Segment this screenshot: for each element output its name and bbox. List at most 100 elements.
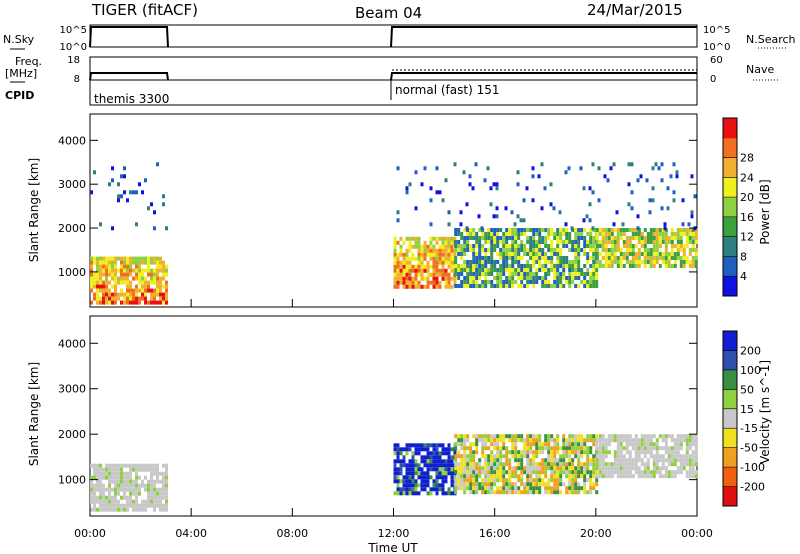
power-echo-cell [138,268,141,273]
vel-echo-cell [514,490,518,495]
vel-echo-cell [402,447,406,452]
power-echo-cell [129,260,132,265]
vel-echo-cell [508,474,512,479]
vel-echo-cell [520,490,524,495]
power-echo-cell [598,228,602,232]
vel-echo-cell [475,446,479,451]
vel-echo-cell [405,467,409,472]
vel-echo-cell [426,475,430,480]
power-echo-cell [565,260,569,264]
vel-echo-cell [481,450,485,455]
power-echo-region [454,228,599,288]
power-echo-cell [529,268,533,272]
vel-echo-cell [435,467,439,472]
power-echo-cell [631,260,635,264]
power-echo-cell [508,228,512,232]
power-echo-cell [405,186,409,191]
power-echo-cell [562,268,566,272]
vel-echo-cell [565,438,569,443]
vel-echo-cell [577,458,581,463]
vel-echo-cell [661,434,665,439]
power-echo-cell [526,240,530,244]
vel-echo-cell [514,474,518,479]
power-echo-cell [649,264,653,268]
vel-echo-cell [517,450,521,455]
power-echo-cell [147,284,150,289]
power-echo-cell [441,272,445,277]
vel-echo-cell [691,434,695,439]
vel-echo-cell [604,466,608,471]
power-echo-cell [595,236,599,240]
vel-echo-cell [547,486,551,491]
power-echo-cell [450,256,454,261]
vel-echo-cell [529,442,533,447]
power-echo-cell [153,268,156,273]
power-echo-cell [447,240,451,245]
vel-echo-cell [658,474,662,479]
power-echo-cell [550,264,554,268]
power-echo-cell [472,260,476,264]
power-echo-cell [511,240,515,244]
vel-echo-cell [435,475,439,480]
vel-echo-cell [426,459,430,464]
vel-echo-cell [496,434,500,439]
power-echo-cell [96,260,99,265]
power-echo-cell [595,252,599,256]
power-echo-cell [553,264,557,268]
power-echo-cell [135,284,138,289]
power-echo-cell [562,256,566,260]
vel-echo-cell [463,450,467,455]
vel-echo-cell [574,486,578,491]
power-echo-cell [526,248,530,252]
vel-echo-cell [496,466,500,471]
power-echo-cell [589,264,593,268]
power-echo-cell [132,300,135,305]
vel-echo-cell [402,483,406,488]
power-echo-cell [457,276,461,280]
power-echo-cell [399,244,403,249]
vel-echo-cell [126,479,129,484]
power-echo-cell [568,268,572,272]
power-echo-cell [535,240,539,244]
power-echo-cell [622,228,626,232]
power-echo-cell [463,240,467,244]
vel-echo-cell [150,467,153,472]
power-echo-cell [667,252,671,256]
power-echo-cell [511,272,515,276]
power-echo-cell [472,228,476,232]
vel-echo-cell [517,458,521,463]
power-echo-cell [396,272,400,277]
vel-echo-cell [472,474,476,479]
vel-echo-cell [508,482,512,487]
power-echo-cell [673,264,677,268]
power-echo-cell [595,268,599,272]
power-echo-cell [651,186,655,191]
power-echo-cell [490,244,494,248]
vel-echo-cell [541,442,545,447]
power-echo-cell [553,276,557,280]
power-echo-cell [144,300,147,305]
power-echo-cell [538,228,542,232]
power-echo-cell [505,248,509,252]
power-echo-cell [538,252,542,256]
power-echo-cell [568,232,572,236]
vel-echo-cell [544,486,548,491]
vel-echo-cell [165,495,168,500]
vel-echo-cell [514,470,518,475]
power-echo-cell [108,280,111,285]
power-echo-cell [522,198,526,203]
power-echo-cell [670,228,674,232]
power-echo-cell [408,248,412,253]
vel-echo-cell [694,458,698,463]
vel-echo-cell [577,466,581,471]
power-echo-cell [661,260,665,264]
vel-echo-cell [616,438,620,443]
vel-echo-cell [490,454,494,459]
vel-echo-cell [583,438,587,443]
vel-echo-cell [553,486,557,491]
power-echo-cell [420,276,424,281]
power-echo-cell [93,276,96,281]
vel-echo-cell [508,470,512,475]
power-echo-cell [597,198,601,203]
vel-echo-cell [544,470,548,475]
